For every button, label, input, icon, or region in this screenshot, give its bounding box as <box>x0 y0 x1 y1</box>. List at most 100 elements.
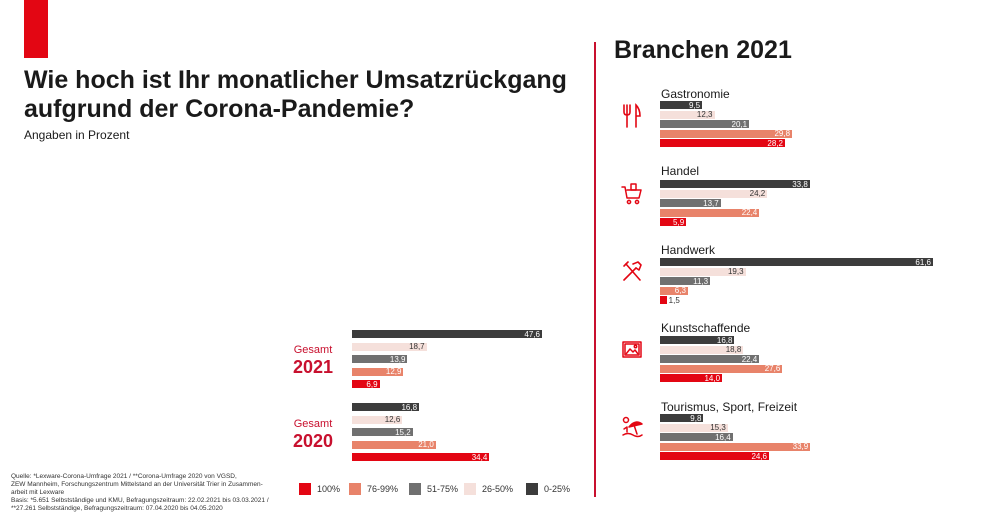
branche-kunstschaffende-label-1: 18,8 <box>725 345 742 354</box>
legend-swatch <box>526 483 538 495</box>
branche-tourismus-sport-freizeit-label-1: 15,3 <box>710 423 726 432</box>
legend-swatch <box>464 483 476 495</box>
branche-handel-label-2: 13,7 <box>703 198 719 208</box>
branche-handwerk-bar-1 <box>660 267 746 276</box>
gesamt-2020-bar-4 <box>352 453 490 461</box>
branche-gastronomie-label-4: 28,2 <box>767 138 783 148</box>
group-label-2020-year: 2020 <box>292 431 334 451</box>
branche-kunstschaffende-label-2: 22,4 <box>741 354 758 364</box>
branche-gastronomie-bar-2 <box>660 120 750 128</box>
gesamt-2021-label-2: 13,9 <box>389 354 406 364</box>
branche-gastronomie-label-2: 20,1 <box>731 119 748 129</box>
gesamt-2021-label-4: 6,9 <box>366 379 378 389</box>
branche-gastronomie-bar-4 <box>660 139 785 147</box>
shopping-cart-icon <box>621 183 642 205</box>
branche-handel-bar-4 <box>660 218 687 226</box>
group-label-2021-year: 2021 <box>292 357 334 377</box>
branche-tourismus-sport-freizeit-label-4: 24,6 <box>751 451 768 461</box>
source-line: Basis: *5.651 Selbstständige und KMU, Be… <box>11 497 269 504</box>
gesamt-2020-label-2: 15,2 <box>395 427 411 437</box>
source-line: **27.261 Selbstständige, Befragungszeitr… <box>11 505 223 512</box>
branche-handel-label-1: 24,2 <box>749 189 766 198</box>
branche-handwerk-label-3: 6,3 <box>674 286 686 295</box>
branche-gastronomie-bar-0 <box>660 101 703 109</box>
branche-tourismus-sport-freizeit-bar-1 <box>660 423 728 432</box>
source-line: arbeit mit Lexware <box>11 489 65 496</box>
branche-handwerk-label-1: 19,3 <box>727 267 744 276</box>
category-title-kunstschaffende: Kunstschaffende <box>661 321 751 335</box>
branche-gastronomie-bar-3 <box>660 129 793 138</box>
branche-handel-label-3: 22,4 <box>741 208 758 217</box>
chart-title-line1: Wie hoch ist Ihr monatlicher Umsatzrückg… <box>24 66 567 94</box>
beach-icon <box>622 416 643 438</box>
gesamt-2021-bar-0 <box>352 330 542 338</box>
category-title-handel: Handel <box>661 164 700 178</box>
legend-label: 100% <box>317 484 341 494</box>
branche-kunstschaffende-bar-4 <box>660 374 723 382</box>
legend-item-26-50: 26-50% <box>464 483 513 495</box>
branche-tourismus-sport-freizeit-label-3: 33,9 <box>792 442 809 451</box>
legend-swatch <box>299 483 311 495</box>
brand-accent-bar <box>24 0 48 58</box>
branche-handwerk-label-0: 61,6 <box>915 257 931 267</box>
branche-handwerk-bar-0 <box>660 258 933 266</box>
legend-item-76-99: 76-99% <box>349 483 398 495</box>
branchen-title: Branchen 2021 <box>614 36 792 64</box>
gesamt-2021-label-0: 47,6 <box>524 329 540 339</box>
source-line: ZEW Mannheim, Forschungszentrum Mittelst… <box>11 481 263 488</box>
chart-title: Wie hoch ist Ihr monatlicher Umsatzrückg… <box>24 66 584 124</box>
picture-icon <box>622 341 642 358</box>
chart-subtitle: Angaben in Prozent <box>24 128 130 142</box>
branche-tourismus-sport-freizeit-bar-4 <box>660 452 770 460</box>
legend-item-0-25: 0-25% <box>526 483 570 495</box>
gesamt-2020-label-3: 21,0 <box>418 440 434 449</box>
branche-handwerk-label-2: 11,3 <box>693 276 709 286</box>
group-label-2021: Gesamt 2021 <box>290 344 336 377</box>
gesamt-2020-label-4: 34,4 <box>471 452 488 462</box>
branche-handel-bar-2 <box>660 199 721 207</box>
legend-swatch <box>349 483 361 495</box>
branche-handwerk-bar-3 <box>660 286 688 295</box>
branche-tourismus-sport-freizeit-label-0: 9,8 <box>690 413 702 423</box>
legend-label: 26-50% <box>482 484 514 494</box>
branche-kunstschaffende-label-3: 27,6 <box>764 364 781 373</box>
branche-handel-label-0: 33,8 <box>792 179 808 189</box>
branche-gastronomie-label-3: 29,8 <box>774 129 791 138</box>
branche-kunstschaffende-bar-0 <box>660 336 735 344</box>
branche-kunstschaffende-bar-2 <box>660 355 760 363</box>
category-title-tourismus: Tourismus, Sport, Freizeit <box>661 400 798 414</box>
branche-kunstschaffende-label-0: 16,8 <box>716 335 733 345</box>
source-line: Quelle: *Lexware-Corona-Umfrage 2021 / *… <box>11 473 237 480</box>
branche-gastronomie-label-1: 12,3 <box>696 110 713 119</box>
group-label-2020: Gesamt 2020 <box>290 418 336 451</box>
branche-gastronomie-bar-1 <box>660 110 715 119</box>
gesamt-2021-label-3: 12,9 <box>385 367 402 376</box>
legend-label: 51-75% <box>427 484 459 494</box>
section-divider <box>594 42 596 497</box>
tools-icon <box>623 261 642 281</box>
gesamt-2021-bar-1 <box>352 342 427 351</box>
legend-item-51-75: 51-75% <box>409 483 458 495</box>
legend-label: 76-99% <box>367 484 399 494</box>
legend-item-100: 100% <box>299 483 340 495</box>
gesamt-2020-bar-2 <box>352 428 413 436</box>
group-label-2020-small: Gesamt <box>293 418 333 430</box>
group-label-2021-small: Gesamt <box>293 344 333 356</box>
branche-kunstschaffende-label-4: 14,0 <box>704 373 721 383</box>
branche-handwerk-bar-2 <box>660 277 711 285</box>
branche-tourismus-sport-freizeit-bar-3 <box>660 442 811 451</box>
legend-swatch <box>409 483 421 495</box>
gesamt-2020-label-1: 12,6 <box>384 415 401 424</box>
branche-kunstschaffende-bar-3 <box>660 364 783 373</box>
gesamt-2021-label-1: 18,7 <box>409 342 425 351</box>
branche-handel-bar-0 <box>660 180 810 188</box>
branche-gastronomie-label-0: 9,5 <box>688 100 701 110</box>
category-title-gastronomie: Gastronomie <box>661 87 730 101</box>
gesamt-2020-label-0: 16,8 <box>401 402 418 412</box>
gesamt-2020-bar-1 <box>352 415 403 424</box>
branche-handel-label-4: 5,9 <box>673 217 685 227</box>
legend-label: 0-25% <box>544 484 571 494</box>
gesamt-2020-bar-3 <box>352 440 436 449</box>
gesamt-2020-bar-0 <box>352 403 420 411</box>
cutlery-icon <box>623 103 641 128</box>
